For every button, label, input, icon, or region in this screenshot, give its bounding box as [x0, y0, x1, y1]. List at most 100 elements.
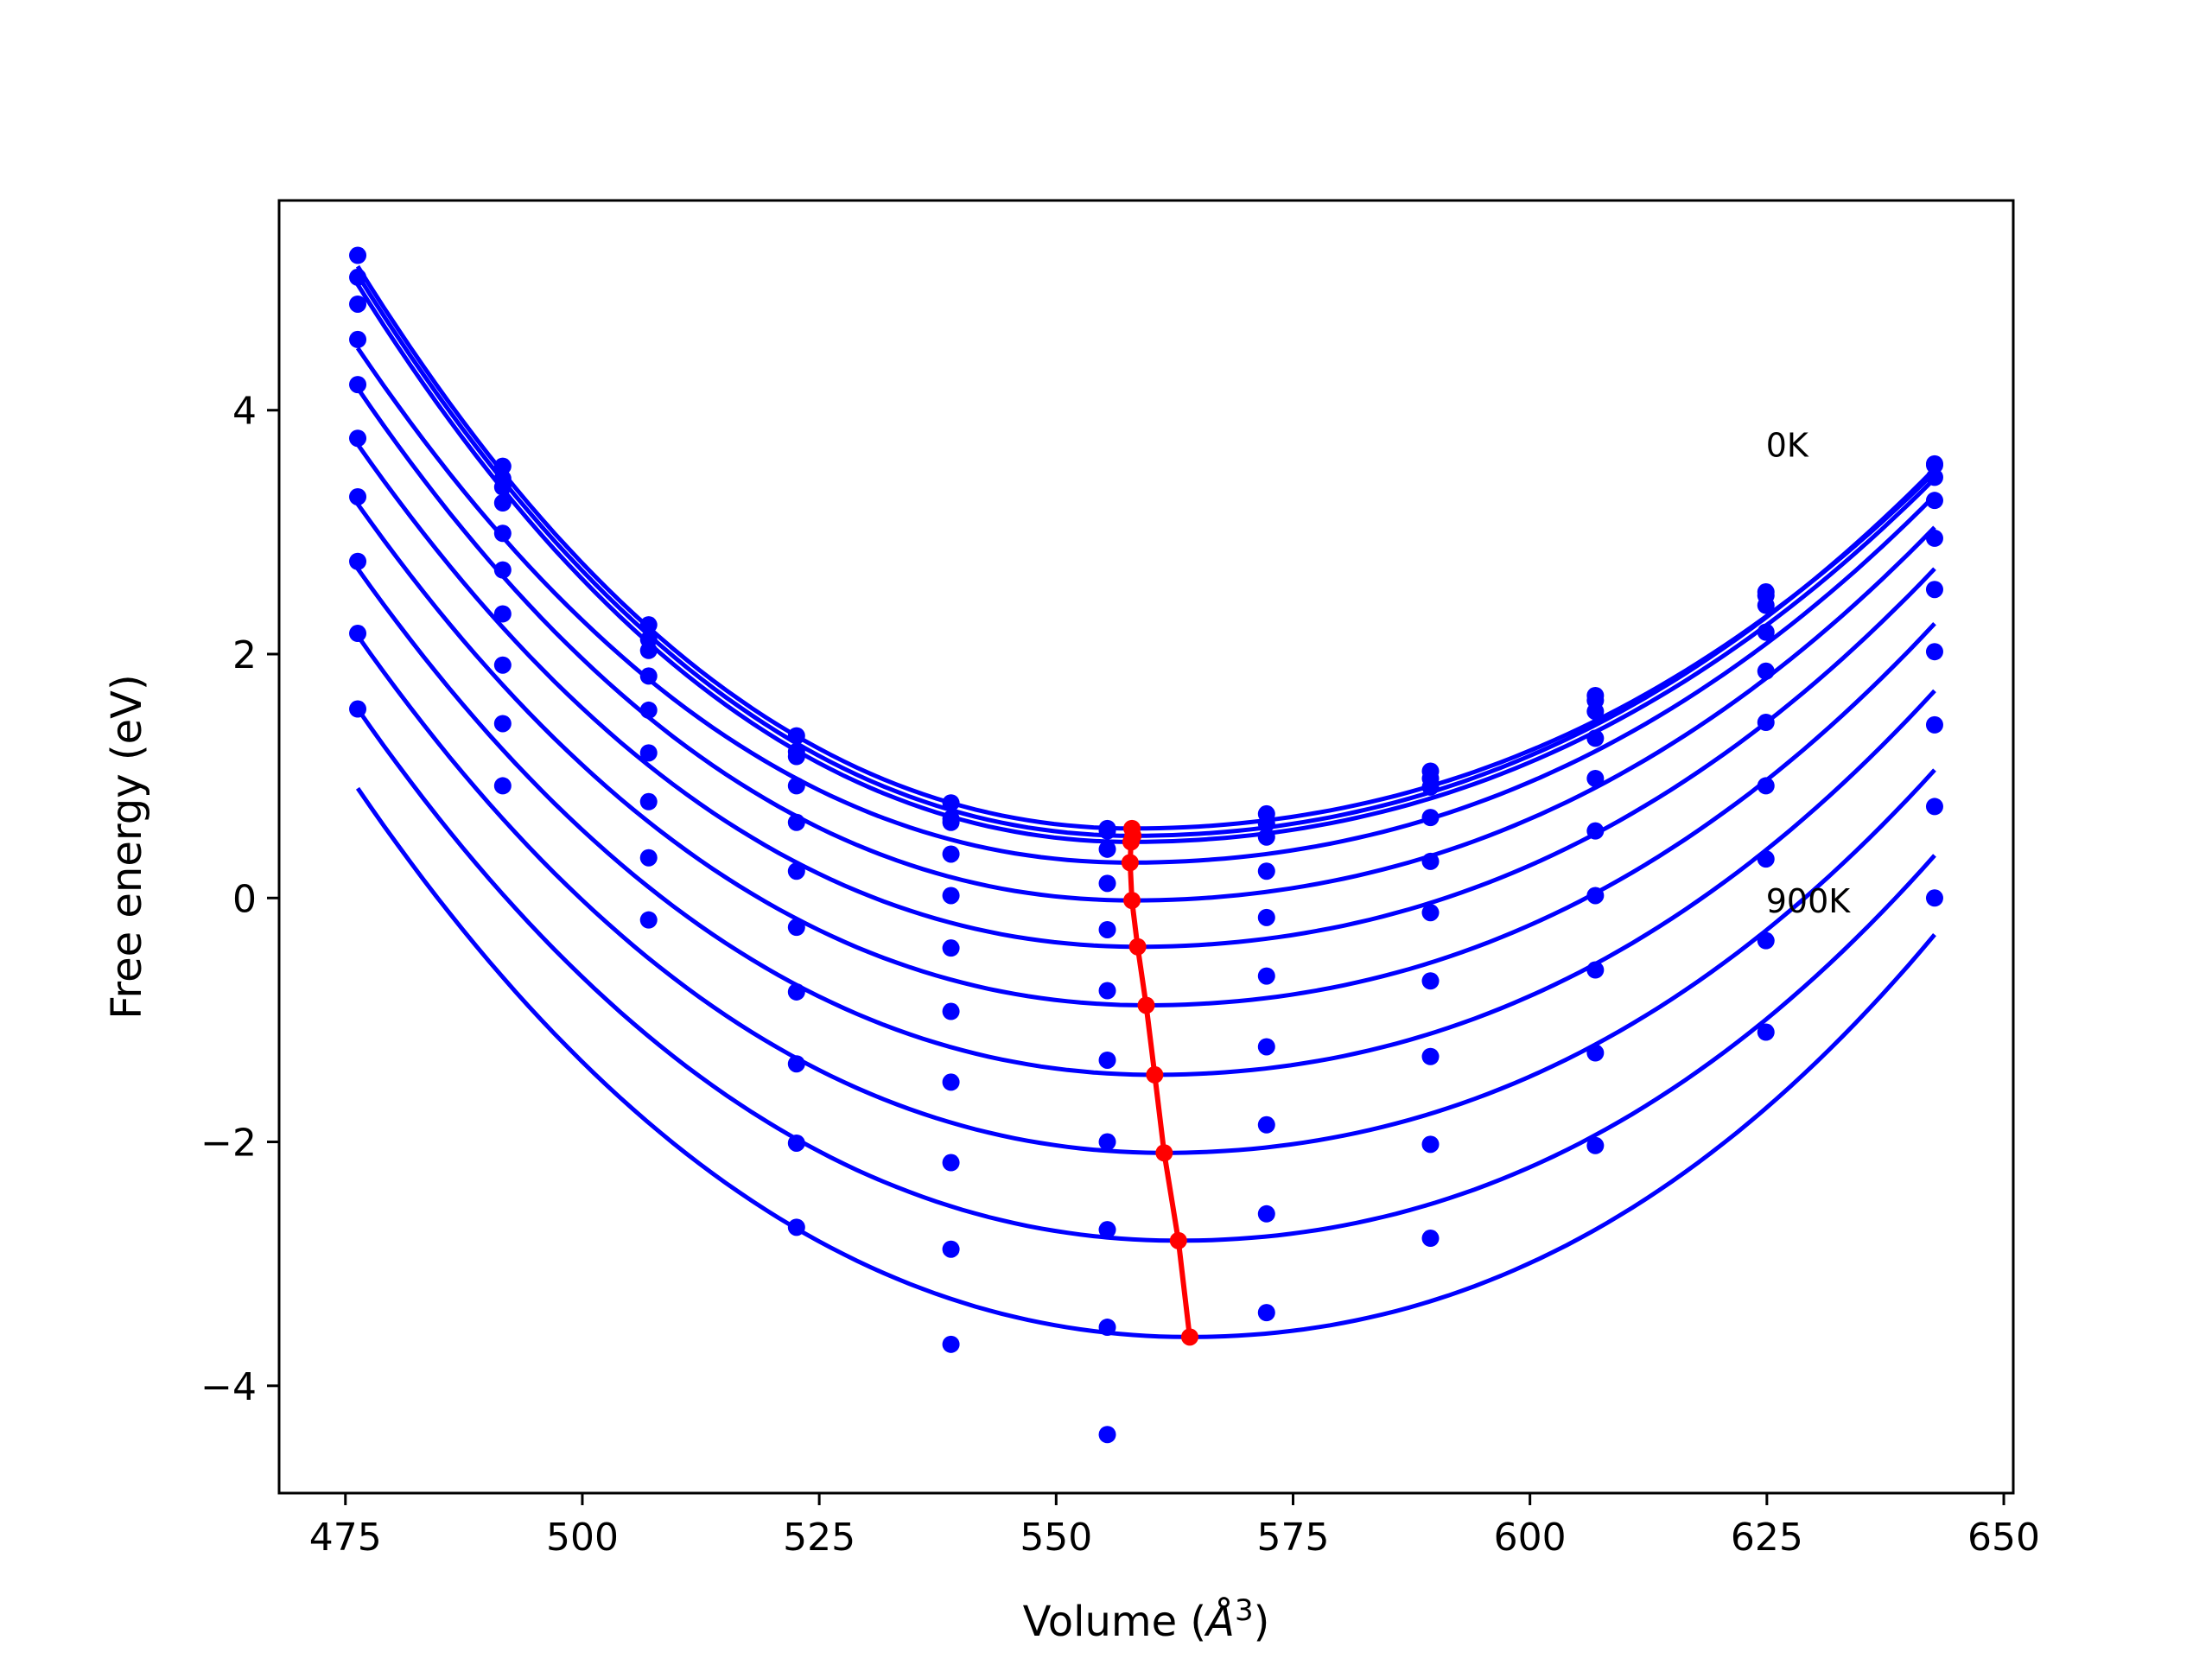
- minima-point: [1137, 996, 1155, 1014]
- fit-curve-8: [355, 634, 1936, 1155]
- y-axis-label: Free energy (eV): [103, 674, 151, 1019]
- minima-point: [1122, 833, 1140, 851]
- fit-curve-2: [355, 283, 1936, 844]
- fit-curve-4: [355, 386, 1936, 903]
- data-point: [1925, 468, 1943, 486]
- minima-point: [1180, 1328, 1198, 1346]
- data-point: [1757, 931, 1775, 950]
- data-point: [787, 982, 805, 1001]
- fit-curve-0: [355, 264, 1936, 831]
- y-tick-label: 2: [232, 633, 257, 677]
- data-point: [1421, 809, 1440, 827]
- data-point: [1098, 1221, 1116, 1239]
- data-point: [1586, 961, 1605, 979]
- data-point: [349, 330, 367, 348]
- minima-point: [1123, 892, 1141, 910]
- x-tick-label: 550: [1020, 1516, 1092, 1560]
- data-point: [1098, 1426, 1116, 1444]
- data-point: [1098, 840, 1116, 858]
- data-point: [493, 777, 512, 795]
- data-point: [1757, 850, 1775, 868]
- y-tick-label: −4: [200, 1365, 257, 1409]
- data-point: [1257, 908, 1275, 926]
- data-point: [942, 813, 960, 831]
- data-point: [1925, 581, 1943, 599]
- x-tick-label: 575: [1256, 1516, 1329, 1560]
- data-point: [639, 667, 658, 685]
- data-point: [349, 268, 367, 286]
- data-point: [1257, 967, 1275, 985]
- data-point: [349, 487, 367, 505]
- data-point: [493, 561, 512, 579]
- data-point: [1757, 662, 1775, 680]
- fit-curve-9: [355, 708, 1936, 1243]
- data-point: [942, 1002, 960, 1020]
- data-point: [349, 625, 367, 643]
- data-point: [1925, 529, 1943, 547]
- data-point: [1757, 596, 1775, 614]
- data-point: [1098, 874, 1116, 893]
- data-point: [1925, 643, 1943, 661]
- data-point: [1925, 798, 1943, 816]
- data-point: [1421, 904, 1440, 922]
- annotations: 0K 900K: [1766, 426, 1852, 920]
- axes-frame: [277, 199, 2015, 1495]
- data-point: [942, 1073, 960, 1091]
- data-point: [639, 641, 658, 659]
- data-point: [639, 792, 658, 810]
- data-point: [639, 616, 658, 634]
- x-tick-label: 650: [1967, 1516, 2040, 1560]
- fit-curve-1: [355, 273, 1936, 838]
- data-point: [787, 1218, 805, 1236]
- data-point: [1257, 828, 1275, 846]
- data-point: [1098, 1051, 1116, 1069]
- x-tick-label: 500: [546, 1516, 619, 1560]
- x-tick-label: 475: [309, 1516, 382, 1560]
- data-point: [1421, 1047, 1440, 1065]
- data-point: [493, 656, 512, 674]
- y-tick-label: 4: [232, 390, 257, 434]
- data-point: [1757, 1023, 1775, 1041]
- data-point: [1925, 715, 1943, 734]
- data-point: [1586, 1044, 1605, 1062]
- data-point: [1586, 822, 1605, 840]
- data-point: [942, 1240, 960, 1258]
- minima-point: [1169, 1231, 1187, 1249]
- data-point: [1098, 982, 1116, 1000]
- x-axis-label: Volume (Å3): [1023, 1593, 1270, 1646]
- data-point: [1586, 729, 1605, 747]
- data-point: [1098, 822, 1116, 840]
- annotation-label: 900K: [1766, 882, 1852, 920]
- data-point: [349, 376, 367, 394]
- data-point: [349, 552, 367, 570]
- data-point: [1586, 769, 1605, 787]
- data-point: [1421, 1135, 1440, 1154]
- data-point: [942, 794, 960, 812]
- data-point: [1586, 1136, 1605, 1154]
- data-point: [1257, 1038, 1275, 1056]
- data-point: [1421, 1230, 1440, 1248]
- data-point: [1257, 862, 1275, 880]
- x-tick-label: 525: [783, 1516, 855, 1560]
- x-tick-label: 600: [1494, 1516, 1567, 1560]
- fit-curve-3: [355, 346, 1936, 865]
- data-point: [1757, 623, 1775, 641]
- annotation-label: 0K: [1766, 426, 1809, 464]
- data-point: [349, 700, 367, 718]
- data-point: [493, 457, 512, 475]
- data-point: [493, 605, 512, 623]
- data-point: [1098, 920, 1116, 938]
- data-point: [1098, 1133, 1116, 1151]
- data-point: [787, 1055, 805, 1073]
- data-point: [1586, 702, 1605, 721]
- data-point: [1421, 972, 1440, 990]
- data-point: [942, 1154, 960, 1172]
- data-point: [942, 887, 960, 905]
- data-point: [1257, 815, 1275, 833]
- data-point: [787, 862, 805, 880]
- data-point: [787, 727, 805, 745]
- data-point: [1757, 714, 1775, 732]
- data-point: [1257, 1116, 1275, 1134]
- data-point: [349, 295, 367, 313]
